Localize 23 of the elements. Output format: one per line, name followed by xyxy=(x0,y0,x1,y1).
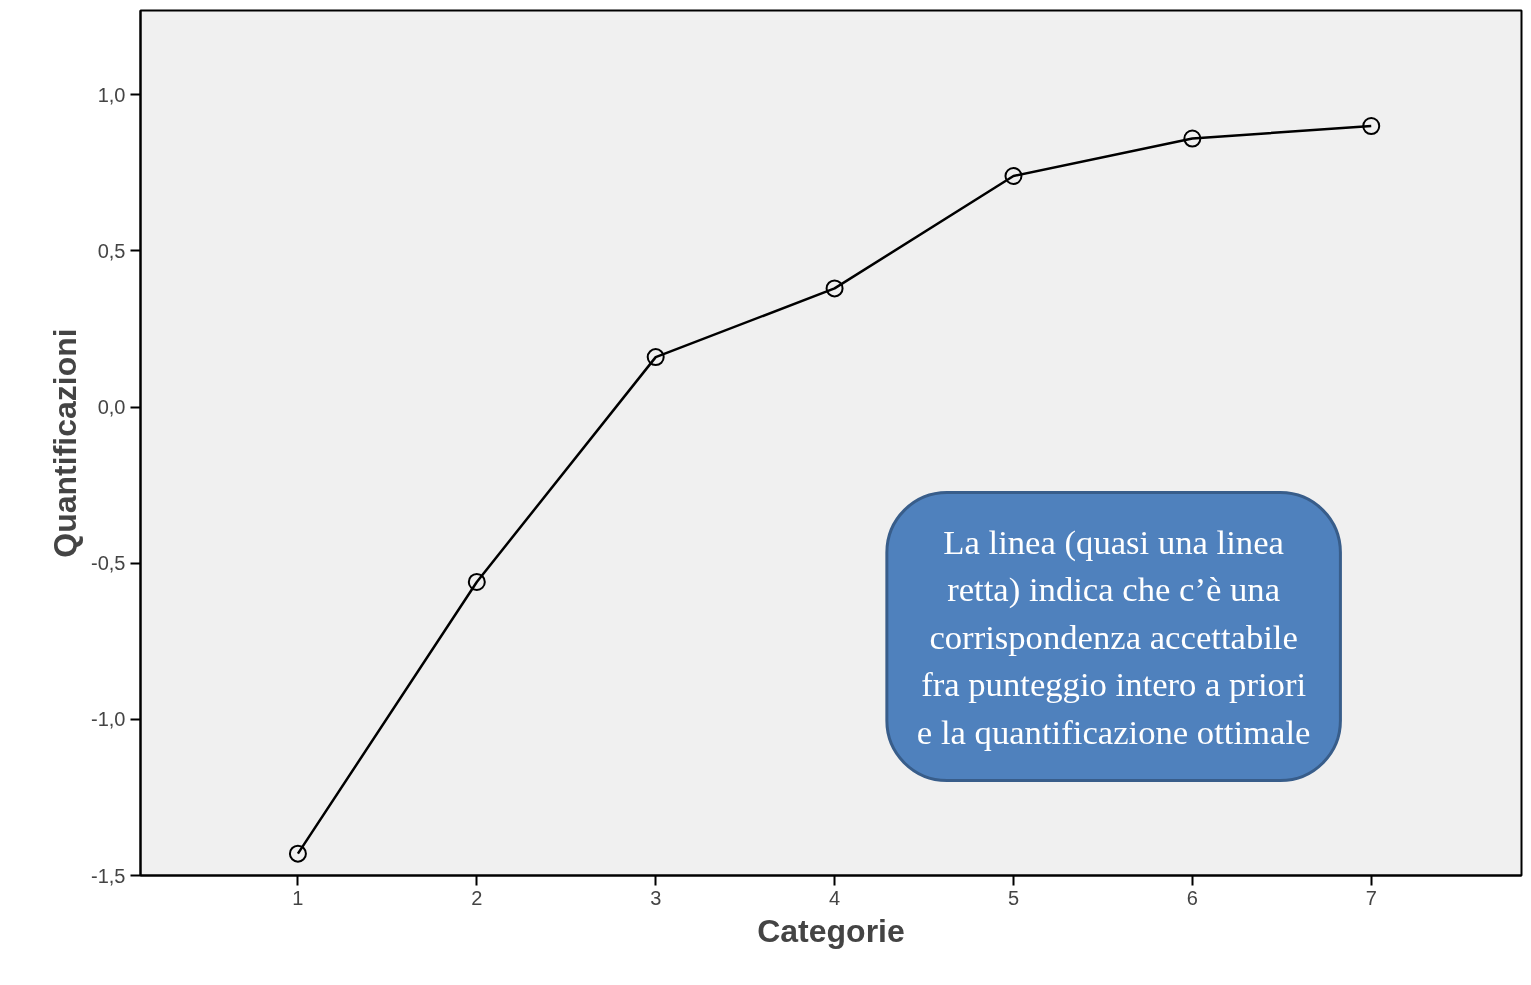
annotation: La linea (quasi una linea retta) indica che c’è una corrispondenza accettabile fra punteggio intero a priori e la quantificazione ottimale xyxy=(916,522,1311,751)
y-tick-label: -0,5 xyxy=(91,552,126,575)
y-tick-label: 0,5 xyxy=(97,239,126,262)
point xyxy=(1362,117,1381,136)
point xyxy=(467,572,486,591)
y-tick-label: -1,0 xyxy=(91,708,126,731)
point xyxy=(1183,129,1202,148)
x-tick-label: 6 xyxy=(1186,886,1198,909)
x-tick-label: 7 xyxy=(1365,886,1377,909)
y-tick-label: 0,0 xyxy=(97,396,126,419)
y-tick-label: 1,0 xyxy=(97,83,126,106)
point xyxy=(646,348,665,367)
x-tick-label: 4 xyxy=(829,886,841,909)
x-tick-label: 5 xyxy=(1007,886,1020,909)
x-tick-label: 2 xyxy=(471,886,483,909)
y-tick-label: -1,5 xyxy=(91,864,126,887)
point xyxy=(825,279,844,298)
y-axis-title: Quantificazioni xyxy=(47,328,84,558)
point xyxy=(288,844,307,863)
point xyxy=(1004,167,1023,185)
x-tick-label: 1 xyxy=(292,886,304,909)
x-tick-label: 3 xyxy=(650,886,662,909)
x-axis-title: Categorie xyxy=(757,912,905,949)
